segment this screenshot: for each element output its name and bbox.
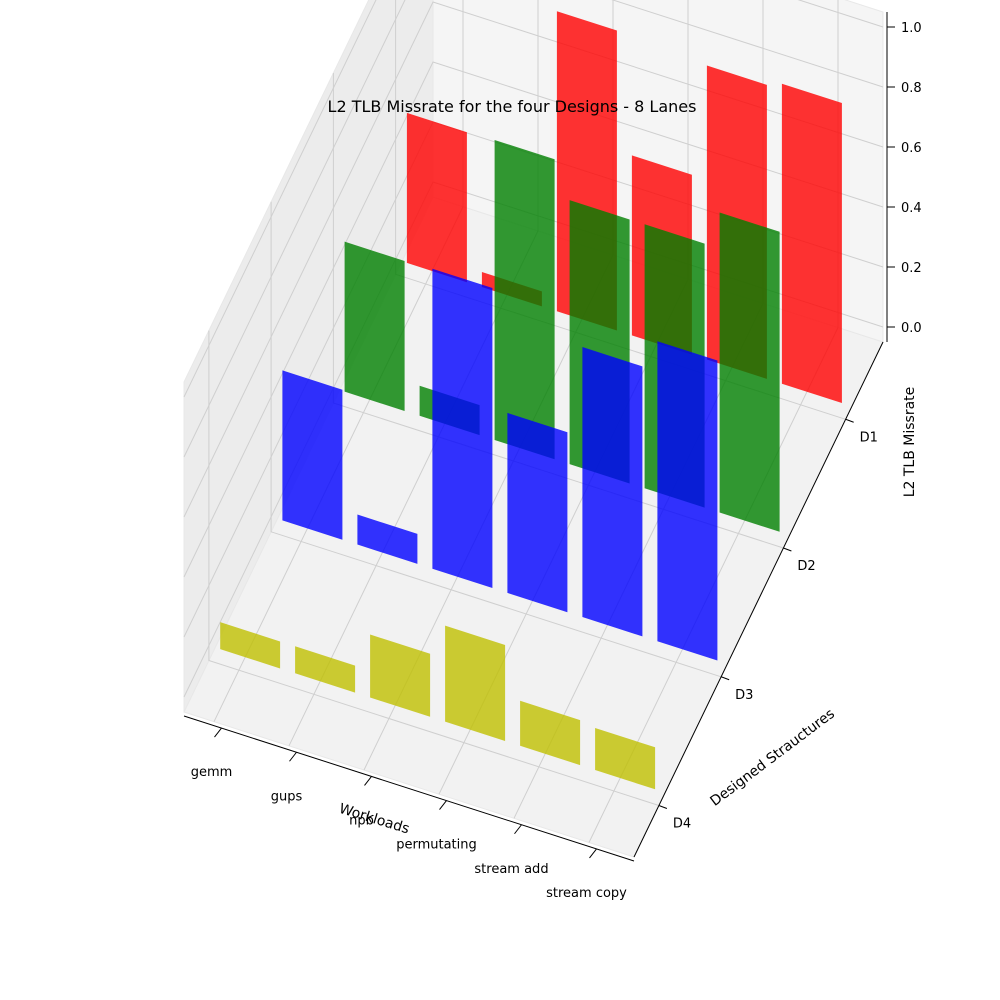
z-grid-line <box>183 0 884 398</box>
x-tick-label: permutating <box>396 838 477 853</box>
bar-d3-npb <box>432 268 493 588</box>
bar-d2-stream-copy <box>719 212 780 532</box>
bar-d4-npb <box>370 634 431 717</box>
bar-d1-gemm <box>406 112 467 283</box>
y-grid-line <box>208 330 660 806</box>
z-grid-line <box>183 0 884 458</box>
bar-d3-permutating <box>507 412 568 613</box>
bar-d4-permutating <box>445 625 506 741</box>
x-tick-mark <box>439 800 447 810</box>
x-tick-label: gups <box>271 789 303 804</box>
bar-d2-npb <box>494 140 555 460</box>
x-tick-mark <box>289 751 297 762</box>
axis-lines <box>183 12 888 862</box>
x-tick-label: stream copy <box>546 886 627 901</box>
x-tick-mark <box>589 848 597 859</box>
y-tick-label: D4 <box>673 817 691 832</box>
x-tick-mark <box>214 727 222 738</box>
z-tick-label: 0.8 <box>901 81 922 96</box>
x-tick-label: gemm <box>191 765 233 780</box>
bar-d4-stream-copy <box>595 728 656 790</box>
bar-d1-stream-copy <box>781 83 842 403</box>
bar-d4-stream-add <box>520 700 581 766</box>
bar-d2-gemm <box>344 241 405 411</box>
z-axis-label: L2 TLB Missrate <box>902 387 918 498</box>
bar-d3-stream-add <box>582 347 643 637</box>
z-tick-label: 0.4 <box>901 201 922 216</box>
z-tick-label: 0.2 <box>901 261 922 276</box>
bar-d3-gemm <box>282 370 343 540</box>
y-tick-mark <box>720 676 730 681</box>
x-tick-mark <box>514 824 522 835</box>
y-axis-line <box>633 341 884 858</box>
bar-d4-gemm <box>220 622 281 669</box>
tick-labels: gemm gups npb permutating stream add stream c… <box>191 21 922 901</box>
y-tick-label: D3 <box>735 688 753 703</box>
bar-d3-stream-copy <box>657 341 718 661</box>
y-tick-label: D1 <box>860 430 878 445</box>
bar-d4-gups <box>295 646 356 693</box>
y-tick-label: D2 <box>797 559 815 574</box>
x-tick-mark <box>364 776 372 786</box>
y-tick-mark <box>783 547 792 552</box>
y-tick-mark <box>658 805 668 809</box>
y-axis-label: Designed Strauctures <box>707 706 837 810</box>
z-tick-label: 0.6 <box>901 141 922 156</box>
x-axis-line <box>183 715 635 862</box>
x-axis-label: Workloads <box>337 801 411 838</box>
y-grid-line <box>270 201 722 678</box>
x-tick-label: npb <box>349 813 374 828</box>
bar-d3-gups <box>357 514 418 564</box>
x-tick-label: stream add <box>474 862 548 877</box>
chart-title: L2 TLB Missrate for the four Designs - 8… <box>328 97 697 116</box>
z-tick-label: 1.0 <box>901 21 922 36</box>
y-tick-mark <box>845 418 854 423</box>
z-tick-label: 0.0 <box>901 321 922 336</box>
bar-series <box>220 11 842 790</box>
